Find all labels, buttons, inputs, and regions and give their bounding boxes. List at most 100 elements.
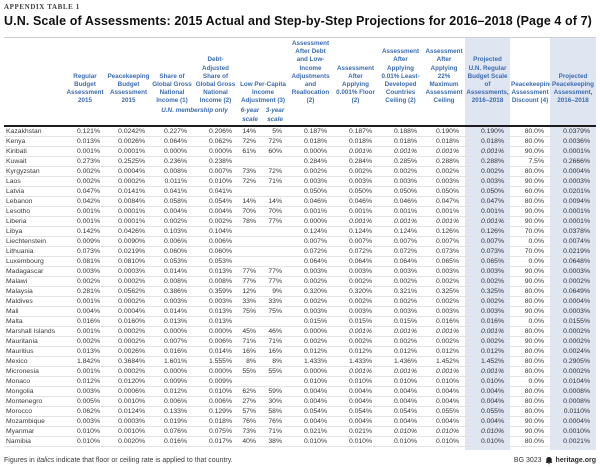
table-row: Kazakhstan 0.121% 0.0242% 0.227% 0.206% 14% 5%… [4, 125, 597, 137]
value-cell: 0.001% [465, 366, 511, 377]
table-eyebrow: APPENDIX TABLE 1 [4, 3, 80, 11]
value-cell: 0.054% [333, 406, 379, 417]
value-cell: 0.055% [423, 406, 466, 417]
value-cell: 1.452% [423, 356, 466, 367]
value-cell: 71% [262, 176, 289, 187]
value-cell: 0.001% [288, 206, 334, 217]
value-cell: 0.0026% [106, 346, 151, 357]
value-cell: 0.010% [64, 426, 106, 437]
value-cell: 0.0120% [106, 376, 151, 387]
value-cell: 0.2525% [106, 156, 151, 167]
value-cell: 90.0% [510, 336, 551, 347]
value-cell: 0.187% [288, 125, 334, 137]
value-cell: 0.0008% [550, 386, 597, 397]
table-row: Laos 0.002% 0.0002% 0.011% 0.010% 72% 71% 0.003… [4, 176, 597, 187]
value-cell: 0.359% [193, 286, 238, 297]
header-row-main: Regular Budget Assess­ment 2015 Peacekee… [4, 37, 597, 107]
value-cell: 0.0004% [550, 166, 597, 177]
country-cell: Marshall Islands [4, 326, 64, 337]
value-cell: 0.002% [333, 296, 379, 307]
value-cell: 80.0% [510, 125, 551, 137]
value-cell: 0.011% [151, 176, 193, 187]
value-cell: 0.046% [333, 196, 379, 207]
value-cell: 0.0024% [550, 346, 597, 357]
value-cell: 0.000% [193, 146, 238, 157]
value-cell: 90.0% [510, 276, 551, 287]
value-cell: 0.325% [423, 286, 466, 297]
value-cell: 0.002% [64, 336, 106, 347]
value-cell: 0.064% [378, 256, 424, 267]
header-row-sub: U.N. membership only 6-year scale 3-year… [4, 106, 597, 126]
value-cell: 73% [238, 166, 262, 177]
country-cell: Latvia [4, 186, 64, 197]
value-cell: 0.004% [423, 386, 466, 397]
value-cell: 0.055% [465, 406, 511, 417]
value-cell: 0.0003% [550, 266, 597, 277]
col-header-peacekeeping-2015: Peacekeeping Budget Assessment 2015 [107, 72, 150, 105]
value-cell: 0.0021% [550, 436, 597, 447]
value-cell: 0.0010% [106, 396, 151, 407]
value-cell: 0.0110% [550, 406, 597, 417]
value-cell: 80.0% [510, 346, 551, 357]
value-cell: 0.046% [378, 196, 424, 207]
country-cell: Mauritania [4, 336, 64, 347]
value-cell: 0.003% [465, 306, 511, 317]
value-cell: 0.0084% [106, 196, 151, 207]
value-cell: 0.018% [333, 136, 379, 147]
value-cell: 75% [238, 306, 262, 317]
value-cell: 0.121% [64, 125, 106, 137]
value-cell: 0.013% [193, 316, 238, 327]
value-cell: 0.012% [378, 346, 424, 357]
value-cell: 0.236% [151, 156, 193, 167]
table-row: Liechtenstein 0.009% 0.0090% 0.006% 0.006% 0.… [4, 236, 597, 247]
country-cell: Kyrgyzstan [4, 166, 64, 177]
value-cell: 0.004% [151, 206, 193, 217]
value-cell: 5% [262, 125, 289, 137]
value-cell: 7.5% [510, 156, 551, 167]
value-cell: 0.0124% [106, 406, 151, 417]
value-cell: 0.001% [378, 366, 424, 377]
table-row: Liberia 0.001% 0.0001% 0.002% 0.002% 78% 77% 0.… [4, 216, 597, 227]
value-cell: 0.050% [378, 186, 424, 197]
value-cell: 0.000% [193, 366, 238, 377]
value-cell: 0.000% [288, 366, 334, 377]
value-cell: 0.010% [378, 436, 424, 447]
value-cell: 0.0160% [106, 316, 151, 327]
value-cell: 59% [262, 386, 289, 397]
value-cell: 0.288% [423, 156, 466, 167]
value-cell: 0.010% [333, 376, 379, 387]
value-cell: 0.0094% [550, 196, 597, 207]
value-cell: 46% [262, 326, 289, 337]
value-cell: 0.0649% [550, 286, 597, 297]
value-cell: 0.001% [423, 146, 466, 157]
value-cell: 0.001% [465, 146, 511, 157]
value-cell: 80.0% [510, 366, 551, 377]
value-cell: 90.0% [510, 426, 551, 437]
country-cell: Morocco [4, 406, 64, 417]
value-cell: 0.016% [423, 316, 466, 327]
col-header-gni-share: Share of Global Gross National Income (1… [152, 72, 192, 105]
value-cell: 0.000% [151, 326, 193, 337]
value-cell: 90.0% [510, 306, 551, 317]
value-cell [238, 316, 262, 327]
value-cell: 0.021% [333, 426, 379, 437]
value-cell: 0.281% [64, 286, 106, 297]
value-cell: 0.103% [151, 226, 193, 237]
value-cell: 0.004% [333, 396, 379, 407]
value-cell: 0.124% [288, 226, 334, 237]
col-header-after-22-ceiling: Assessment After Applying 22% Maximum As… [425, 48, 463, 105]
value-cell: 0.001% [333, 326, 379, 337]
value-cell: 0.002% [64, 176, 106, 187]
country-cell: Mongolia [4, 386, 64, 397]
value-cell: 0.016% [465, 316, 511, 327]
country-cell: Luxembourg [4, 256, 64, 267]
value-cell: 0.0% [510, 376, 551, 387]
value-cell: 1.842% [64, 356, 106, 367]
value-cell: 0.014% [151, 266, 193, 277]
value-cell: 0.060% [151, 246, 193, 257]
country-cell: Lesotho [4, 206, 64, 217]
value-cell [262, 376, 289, 387]
page-footer: Figures in italics indicate that floor o… [4, 456, 596, 465]
table-row: Namibia 0.010% 0.0020% 0.016% 0.017% 40% 38% 0.… [4, 436, 597, 447]
value-cell: 0.004% [64, 306, 106, 317]
